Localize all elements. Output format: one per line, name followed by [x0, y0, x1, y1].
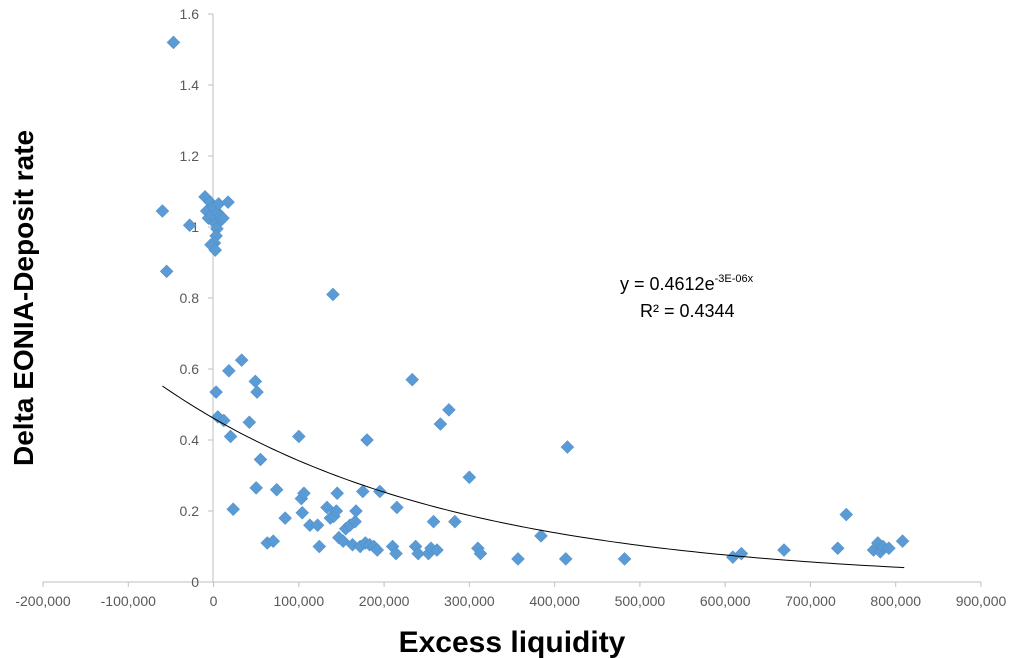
x-tick-label: 100,000	[274, 593, 325, 609]
trendline-equation-exponent: -3E-06x	[715, 273, 754, 285]
data-point	[253, 452, 268, 467]
data-point	[242, 415, 257, 430]
x-tick-label: 800,000	[870, 593, 921, 609]
data-point	[249, 481, 264, 495]
y-tick-label: 1.4	[180, 77, 200, 93]
y-tick-label: 1.6	[180, 6, 200, 22]
data-point	[560, 440, 575, 454]
data-point	[389, 546, 403, 561]
data-point	[223, 429, 238, 444]
y-tick-label: 0	[191, 574, 199, 590]
data-point	[430, 543, 444, 557]
y-tick-label: 0.2	[180, 503, 200, 519]
data-point	[234, 353, 249, 367]
data-point	[248, 374, 263, 389]
data-point	[348, 514, 362, 529]
data-point	[882, 541, 896, 556]
x-tick-label: -200,000	[15, 593, 70, 609]
data-point	[330, 486, 345, 501]
data-point	[448, 514, 462, 529]
data-point	[221, 195, 235, 210]
data-point	[370, 543, 385, 557]
data-point	[558, 552, 573, 566]
trendline-r-squared: R² = 0.4344	[640, 301, 735, 321]
y-tick-label: 0.4	[180, 432, 200, 448]
x-tick-label: 400,000	[529, 593, 580, 609]
data-point	[442, 402, 456, 417]
trendline-equation-main: y = 0.4612e	[620, 274, 715, 294]
data-point	[269, 482, 284, 497]
data-point	[534, 528, 548, 543]
x-tick-label: 900,000	[956, 593, 1007, 609]
data-point	[895, 534, 910, 549]
trendline-equation: y = 0.4612e-3E-06x	[620, 273, 754, 294]
data-point	[159, 264, 174, 279]
data-point	[360, 433, 374, 447]
y-tick-label: 0.8	[180, 290, 200, 306]
data-point	[291, 429, 306, 444]
data-point	[372, 484, 387, 499]
y-tick-label: 0.6	[180, 361, 200, 377]
data-point	[297, 486, 311, 501]
data-point	[473, 546, 488, 561]
data-point	[226, 502, 241, 517]
data-point	[250, 385, 264, 399]
x-tick-label: 600,000	[700, 593, 751, 609]
data-point	[208, 243, 223, 257]
data-point	[326, 287, 340, 302]
data-point	[433, 417, 448, 431]
data-point	[278, 511, 293, 525]
data-point	[209, 385, 223, 399]
x-tick-label: 0	[210, 593, 218, 609]
data-point	[216, 413, 231, 428]
data-point	[329, 504, 344, 518]
y-axis-ticks: 0 0.2 0.4 0.6 0.8 1 1.2 1.4 1.6	[180, 6, 213, 590]
data-point	[182, 218, 197, 233]
data-point	[411, 546, 426, 561]
data-point	[222, 363, 236, 378]
data-point	[349, 504, 363, 518]
data-point	[355, 484, 370, 499]
x-axis-ticks: -200,000 -100,000 0 100,000 200,000 300,000 40…	[15, 582, 1007, 609]
plot-area: -200,000 -100,000 0 100,000 200,000 300,000 40…	[15, 6, 1006, 609]
data-point	[266, 534, 281, 549]
y-axis-title: Delta EONIA-Deposit rate	[8, 130, 39, 466]
data-point	[155, 204, 170, 218]
x-tick-label: 200,000	[359, 593, 410, 609]
data-point	[511, 552, 525, 566]
data-point	[310, 518, 325, 533]
data-point	[312, 539, 327, 554]
data-point	[777, 543, 791, 557]
data-point	[426, 514, 441, 529]
x-tick-label: -100,000	[101, 593, 156, 609]
x-tick-label: 700,000	[785, 593, 836, 609]
data-point	[390, 500, 404, 515]
data-point	[166, 35, 181, 50]
y-tick-label: 1	[191, 219, 199, 235]
x-axis-title: Excess liquidity	[399, 626, 626, 658]
data-points	[155, 35, 910, 566]
x-tick-label: 300,000	[444, 593, 495, 609]
data-point	[617, 552, 632, 566]
data-point	[216, 211, 230, 225]
x-tick-label: 500,000	[615, 593, 666, 609]
data-point	[405, 372, 420, 387]
y-tick-label: 1.2	[180, 148, 200, 164]
data-point	[462, 470, 477, 485]
data-point	[839, 507, 854, 522]
trendline	[162, 385, 905, 569]
data-point	[830, 541, 845, 556]
data-point	[295, 505, 310, 520]
